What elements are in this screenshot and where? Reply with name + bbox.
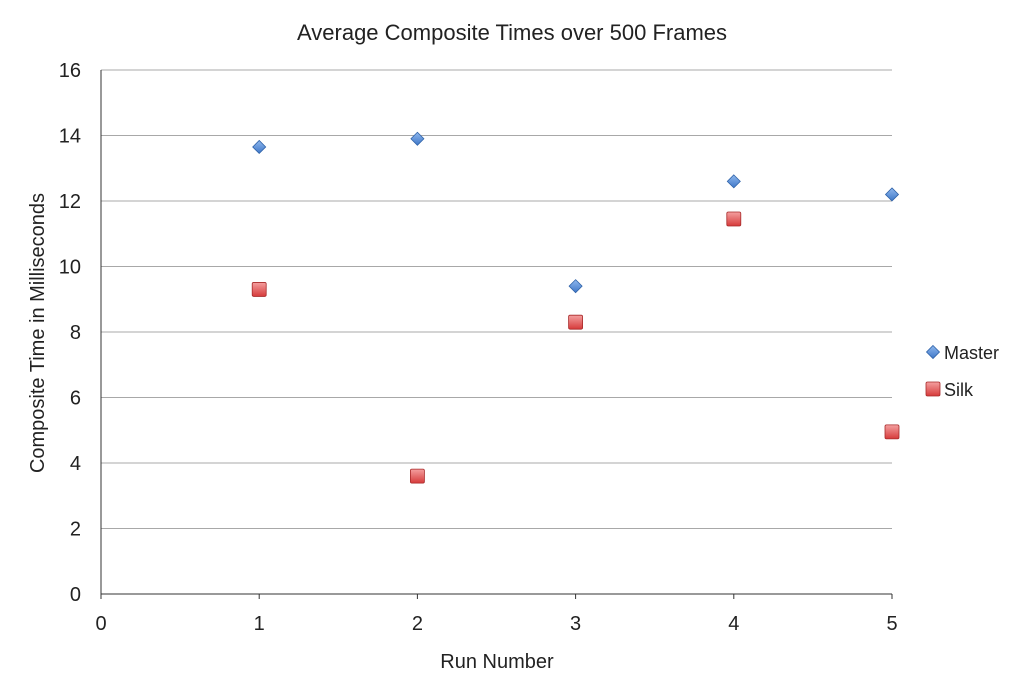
silk-point bbox=[884, 424, 900, 440]
data-points bbox=[251, 131, 900, 484]
master-point bbox=[884, 187, 900, 202]
master-point bbox=[252, 139, 267, 155]
x-tick-label: 0 bbox=[95, 613, 106, 635]
master-legend-marker bbox=[925, 344, 941, 360]
master-point bbox=[726, 174, 741, 189]
y-tick-label: 14 bbox=[59, 126, 81, 148]
y-axis-label: Composite Time in Milliseconds bbox=[27, 193, 49, 473]
y-tick-label: 8 bbox=[70, 322, 81, 344]
master-legend-label: Master bbox=[944, 343, 999, 363]
y-tick-label: 10 bbox=[59, 257, 81, 279]
y-tick-label: 6 bbox=[70, 388, 81, 410]
y-tick-label: 2 bbox=[70, 519, 81, 541]
silk-legend-label: Silk bbox=[944, 380, 974, 400]
chart-title: Average Composite Times over 500 Frames bbox=[297, 20, 727, 45]
master-point bbox=[410, 131, 425, 146]
x-tick-label: 5 bbox=[886, 613, 897, 635]
x-axis-label: Run Number bbox=[440, 651, 554, 673]
silk-legend-marker bbox=[925, 381, 941, 397]
y-tick-label: 0 bbox=[70, 584, 81, 606]
silk-point bbox=[568, 314, 583, 330]
x-tick-label: 1 bbox=[254, 613, 265, 635]
x-tick-label: 3 bbox=[570, 613, 581, 635]
legend: Master Silk bbox=[925, 343, 999, 400]
axes bbox=[100, 70, 893, 599]
silk-point bbox=[251, 282, 267, 297]
x-tick-labels: 0 1 2 3 4 5 bbox=[95, 613, 897, 635]
silk-point bbox=[409, 468, 425, 484]
x-tick-label: 4 bbox=[728, 613, 739, 635]
y-tick-label: 4 bbox=[70, 453, 81, 475]
master-point bbox=[568, 279, 583, 294]
silk-point bbox=[726, 211, 742, 227]
x-tick-label: 2 bbox=[412, 613, 423, 635]
y-tick-label: 12 bbox=[59, 191, 81, 213]
y-tick-label: 16 bbox=[59, 60, 81, 82]
grid-lines bbox=[101, 69, 892, 529]
y-tick-labels: 0 2 4 6 8 10 12 14 16 bbox=[59, 60, 81, 606]
